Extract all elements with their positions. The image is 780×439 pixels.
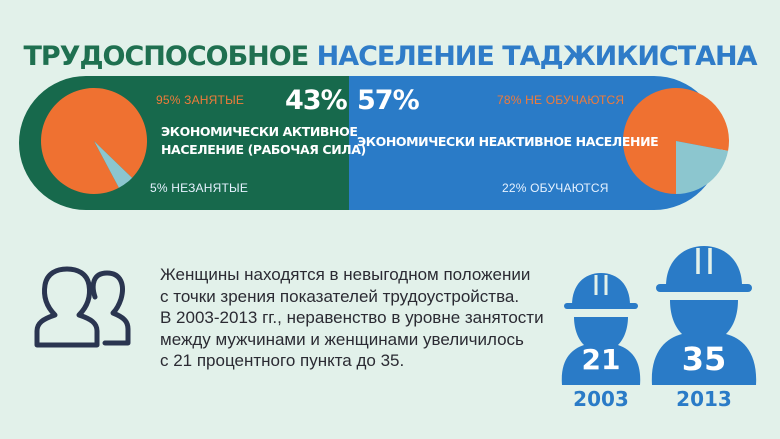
worker-value-2013: 35 bbox=[681, 340, 727, 378]
page-title: ТРУДОСПОСОБНОЕ НАСЕЛЕНИЕ ТАДЖИКИСТАНА bbox=[0, 40, 780, 74]
inactive-description: ЭКОНОМИЧЕСКИ НЕАКТИВНОЕ НАСЕЛЕНИЕ bbox=[357, 134, 659, 149]
people-icon bbox=[34, 266, 131, 348]
unemployed-label: 5% НЕЗАНЯТЫЕ bbox=[150, 181, 249, 195]
studying-label: 22% ОБУЧАЮТСЯ bbox=[502, 181, 609, 195]
title-part-2: НАСЕЛЕНИЕ ТАДЖИКИСТАНА bbox=[316, 41, 758, 72]
inequality-paragraph: Женщины находятся в невыгодном положении… bbox=[160, 265, 544, 371]
worker-value-2003: 21 bbox=[581, 343, 621, 376]
worker-year-2003: 2003 bbox=[573, 387, 629, 411]
employment-pie-slice-1 bbox=[94, 141, 133, 188]
active-share: 43% bbox=[285, 85, 348, 116]
worker-year-2013: 2013 bbox=[676, 387, 732, 411]
worker-helmet-icon-2003 bbox=[561, 273, 641, 385]
employment-pie-slice-0 bbox=[41, 87, 148, 194]
education-pie-chart bbox=[622, 88, 729, 194]
employed-label: 95% ЗАНЯТЫЕ bbox=[156, 93, 245, 107]
active-description: ЭКОНОМИЧЕСКИ АКТИВНОЕ НАСЕЛЕНИЕ (РАБОЧАЯ… bbox=[161, 124, 366, 157]
inactive-share: 57% bbox=[357, 85, 420, 116]
education-pie-slice-1 bbox=[676, 141, 729, 194]
education-pie-slice-0 bbox=[622, 88, 729, 194]
employment-pie-chart bbox=[41, 87, 148, 194]
worker-helmet-icon-2013 bbox=[651, 246, 757, 385]
not-studying-label: 78% НЕ ОБУЧАЮТСЯ bbox=[497, 93, 625, 107]
title-part-1: ТРУДОСПОСОБНОЕ bbox=[23, 41, 309, 72]
